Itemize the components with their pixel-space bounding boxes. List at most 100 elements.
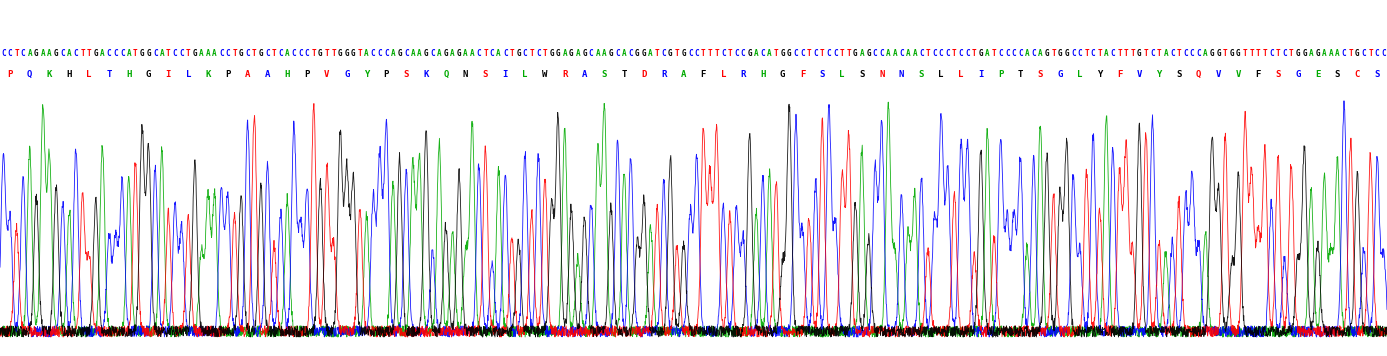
- Text: C: C: [741, 49, 745, 58]
- Text: N: N: [899, 70, 904, 79]
- Text: T: T: [1117, 49, 1122, 58]
- Text: R: R: [741, 70, 746, 79]
- Text: C: C: [695, 49, 699, 58]
- Text: C: C: [827, 49, 831, 58]
- Text: A: A: [100, 49, 104, 58]
- Text: T: T: [972, 49, 976, 58]
- Text: G: G: [556, 49, 560, 58]
- Text: T: T: [1130, 49, 1135, 58]
- Text: C: C: [61, 49, 65, 58]
- Text: G: G: [351, 49, 355, 58]
- Text: G: G: [1209, 49, 1214, 58]
- Text: A: A: [365, 49, 369, 58]
- Text: C: C: [74, 49, 78, 58]
- Text: C: C: [430, 49, 436, 58]
- Text: A: A: [463, 49, 467, 58]
- Text: V: V: [325, 70, 330, 79]
- Text: T: T: [1097, 49, 1103, 58]
- Text: C: C: [179, 49, 184, 58]
- Text: T: T: [1348, 49, 1352, 58]
- Text: C: C: [1078, 49, 1082, 58]
- Text: L: L: [958, 70, 964, 79]
- Text: G: G: [853, 49, 857, 58]
- Text: C: C: [404, 49, 409, 58]
- Text: C: C: [1355, 70, 1361, 79]
- Text: T: T: [1243, 49, 1247, 58]
- Text: A: A: [212, 49, 216, 58]
- Text: C: C: [939, 49, 943, 58]
- Text: C: C: [793, 49, 798, 58]
- Text: G: G: [338, 49, 343, 58]
- Text: S: S: [483, 70, 488, 79]
- Text: T: T: [1085, 49, 1089, 58]
- Text: C: C: [920, 49, 924, 58]
- Text: T: T: [232, 49, 237, 58]
- Text: C: C: [1362, 49, 1366, 58]
- Text: G: G: [397, 49, 402, 58]
- Text: G: G: [1137, 49, 1142, 58]
- Text: T: T: [1262, 49, 1268, 58]
- Text: T: T: [1223, 49, 1227, 58]
- Text: T: T: [483, 49, 488, 58]
- Text: A: A: [160, 49, 164, 58]
- Text: G: G: [1236, 49, 1241, 58]
- Text: C: C: [760, 49, 766, 58]
- Text: C: C: [1190, 49, 1194, 58]
- Text: A: A: [67, 49, 72, 58]
- Text: T: T: [87, 49, 92, 58]
- Text: K: K: [423, 70, 429, 79]
- Text: T: T: [674, 49, 680, 58]
- Text: G: G: [258, 49, 264, 58]
- Text: G: G: [1295, 70, 1301, 79]
- Text: K: K: [47, 70, 53, 79]
- Text: C: C: [965, 49, 970, 58]
- Text: C: C: [1269, 49, 1273, 58]
- Text: C: C: [279, 49, 283, 58]
- Text: G: G: [786, 49, 792, 58]
- Text: T: T: [1289, 49, 1294, 58]
- Text: A: A: [497, 49, 501, 58]
- Text: L: L: [839, 70, 845, 79]
- Text: A: A: [437, 49, 441, 58]
- Text: A: A: [47, 49, 51, 58]
- Text: E: E: [1315, 70, 1320, 79]
- Text: T: T: [325, 49, 329, 58]
- Text: C: C: [384, 49, 388, 58]
- Text: C: C: [245, 49, 250, 58]
- Text: T: T: [807, 49, 811, 58]
- Text: Q: Q: [26, 70, 32, 79]
- Text: C: C: [1171, 49, 1175, 58]
- Text: G: G: [146, 49, 151, 58]
- Text: G: G: [779, 70, 785, 79]
- Text: G: G: [748, 49, 752, 58]
- Text: P: P: [225, 70, 230, 79]
- Text: R: R: [562, 70, 567, 79]
- Text: G: G: [93, 49, 98, 58]
- Text: T: T: [700, 49, 706, 58]
- Text: G: G: [867, 49, 871, 58]
- Text: A: A: [893, 49, 897, 58]
- Text: G: G: [1355, 49, 1359, 58]
- Text: G: G: [781, 49, 785, 58]
- Text: T: T: [1144, 49, 1148, 58]
- Text: A: A: [913, 49, 917, 58]
- Text: C: C: [1, 49, 6, 58]
- Text: T: T: [714, 49, 718, 58]
- Text: G: G: [642, 49, 646, 58]
- Text: T: T: [14, 49, 19, 58]
- Text: T: T: [542, 49, 548, 58]
- Text: S: S: [820, 70, 825, 79]
- Text: C: C: [1071, 49, 1075, 58]
- Text: C: C: [1111, 49, 1115, 58]
- Text: A: A: [581, 70, 587, 79]
- Text: A: A: [40, 49, 46, 58]
- Text: G: G: [444, 49, 448, 58]
- Text: Y: Y: [363, 70, 369, 79]
- Text: P: P: [997, 70, 1003, 79]
- Text: Q: Q: [442, 70, 448, 79]
- Text: G: G: [635, 49, 639, 58]
- Text: H: H: [67, 70, 72, 79]
- Text: C: C: [265, 49, 270, 58]
- Text: P: P: [7, 70, 12, 79]
- Text: T: T: [1250, 49, 1254, 58]
